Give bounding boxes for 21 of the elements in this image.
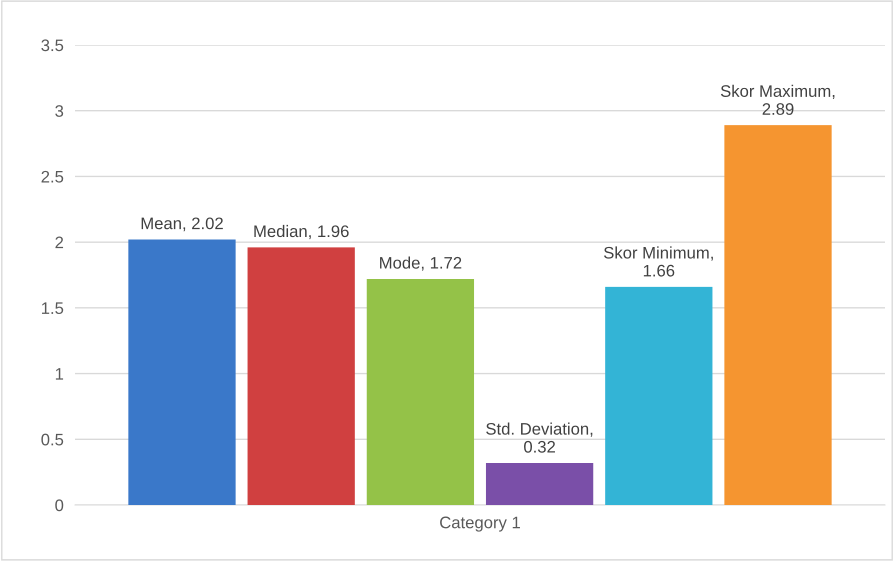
y-tick-label: 2	[55, 236, 64, 248]
bar	[248, 247, 355, 505]
data-label: Mean, 2.02	[142, 217, 223, 232]
bar	[605, 286, 712, 505]
data-label: Mode, 1.72	[380, 256, 462, 271]
y-tick-label: 0.5	[41, 434, 64, 446]
data-label: Std. Deviation, 0.32	[486, 422, 592, 453]
x-tick-label: Category 1	[440, 516, 520, 532]
y-tick-label: 3	[55, 105, 64, 117]
y-tick-label: 1	[56, 368, 64, 380]
bar	[486, 462, 594, 505]
data-label: Median, 1.96	[254, 224, 349, 240]
bar	[724, 125, 832, 505]
data-label: Skor Minimum, 1.66	[604, 246, 713, 277]
y-tick-label: 0	[55, 499, 64, 512]
y-tick-label: 1.5	[42, 302, 64, 314]
bar	[366, 278, 474, 505]
y-tick-label: 3.5	[41, 39, 64, 52]
y-tick-label: 2.5	[42, 170, 64, 183]
bar	[128, 240, 236, 505]
data-label: Skor Maximum, 2.89	[720, 84, 834, 115]
